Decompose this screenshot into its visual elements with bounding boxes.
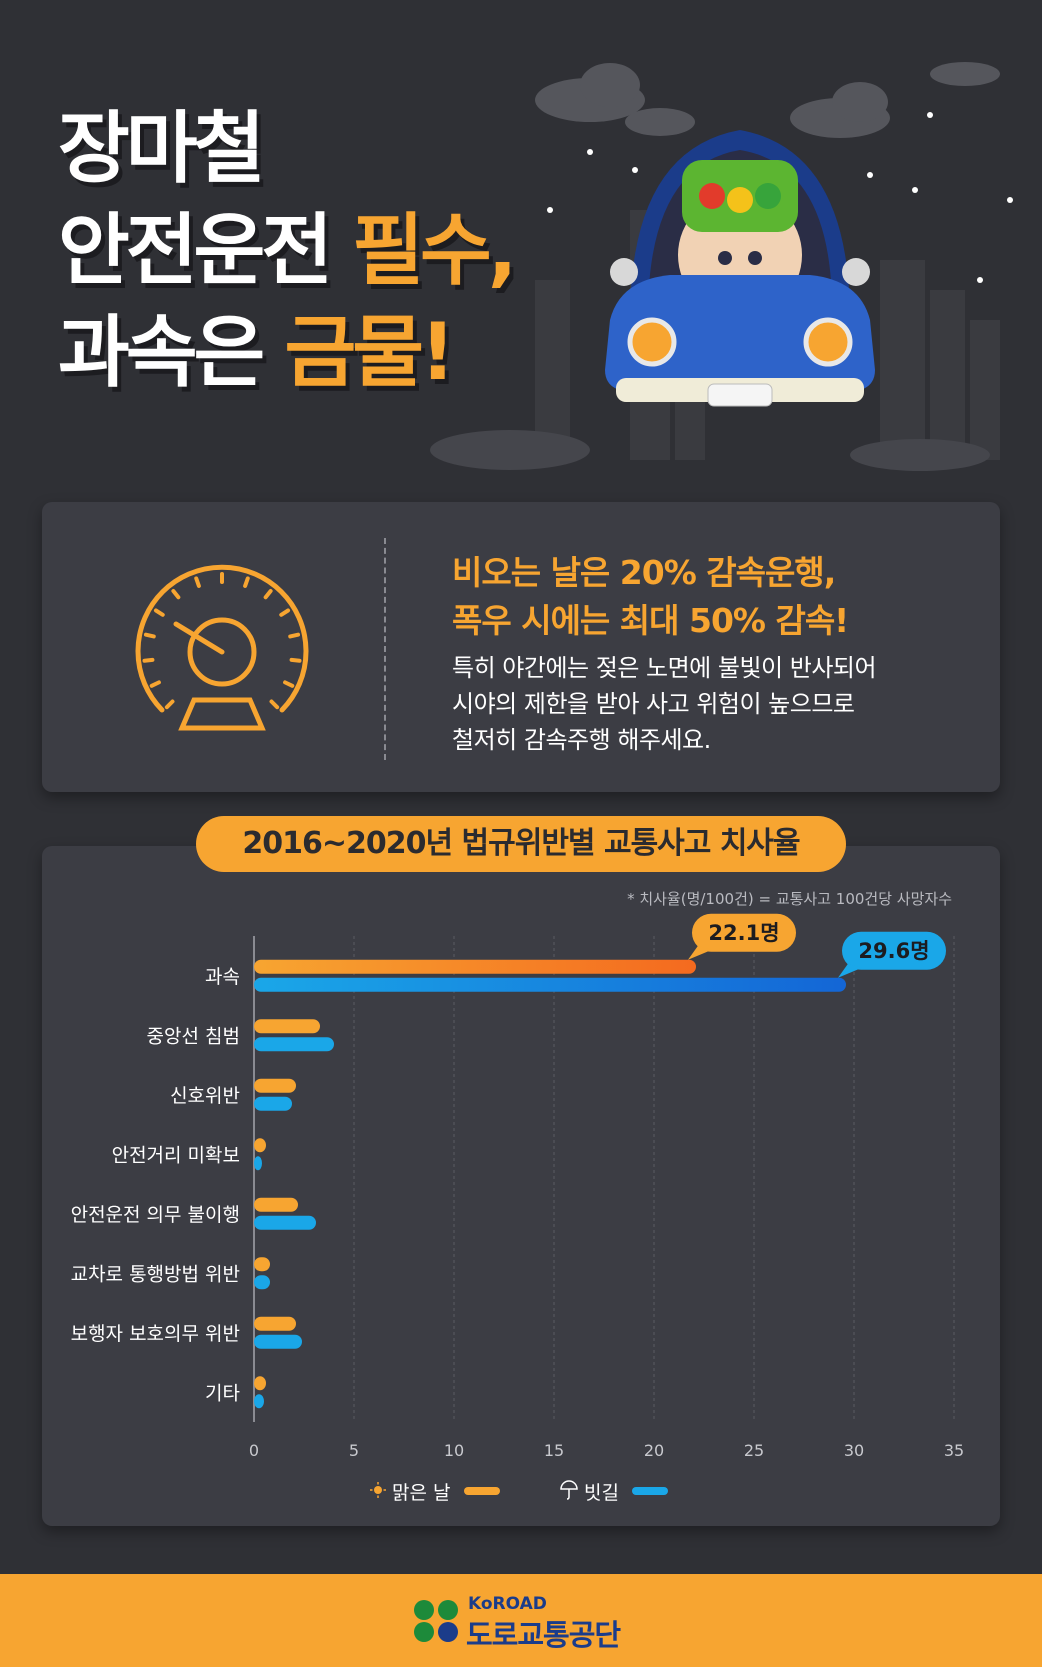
brand-ko: 도로교통공단 bbox=[466, 1618, 621, 1652]
x-tick-label: 0 bbox=[249, 1441, 259, 1460]
data-label-pointer bbox=[688, 945, 712, 960]
speedometer-tick bbox=[283, 680, 295, 688]
brand-en: KoROAD bbox=[468, 1594, 547, 1614]
info-headline-2: 폭우 시에는 최대 50% 감속! bbox=[452, 601, 849, 640]
info-body-1: 특히 야간에는 젖은 노면에 불빛이 반사되어 bbox=[452, 654, 877, 682]
category-label: 보행자 보호의무 위반 bbox=[71, 1323, 240, 1345]
title-line-2: 안전운전 필수, bbox=[58, 212, 517, 290]
bar-rainy bbox=[254, 977, 846, 992]
data-label-bubble bbox=[692, 913, 796, 952]
x-tick-label: 30 bbox=[844, 1441, 864, 1460]
legend-rainy-swatch bbox=[632, 1487, 668, 1495]
bar-rainy bbox=[254, 1037, 334, 1052]
speedometer-tick bbox=[263, 589, 273, 600]
bar-sunny bbox=[254, 1019, 320, 1034]
umbrella-icon bbox=[560, 1480, 578, 1500]
speedometer-tick bbox=[149, 680, 161, 688]
data-label: 29.6명 bbox=[858, 939, 929, 963]
speedometer-tick bbox=[153, 608, 165, 617]
chart-title: 2016~2020년 법규위반별 교통사고 치사율 bbox=[196, 816, 846, 872]
bar-sunny bbox=[254, 1257, 270, 1272]
bar-sunny bbox=[254, 1316, 296, 1331]
title-line-3-white: 과속은 bbox=[58, 308, 285, 398]
info-card: 비오는 날은 20% 감속운행, 폭우 시에는 최대 50% 감속! 특히 야간… bbox=[42, 502, 1000, 792]
category-label: 안전운전 의무 불이행 bbox=[71, 1204, 240, 1226]
bar-sunny bbox=[254, 1376, 266, 1391]
speedometer-tick bbox=[269, 699, 280, 710]
x-tick-label: 20 bbox=[644, 1441, 664, 1460]
category-label: 신호위반 bbox=[170, 1085, 240, 1107]
category-label: 기타 bbox=[205, 1382, 240, 1404]
category-label: 과속 bbox=[205, 966, 240, 988]
chart-card bbox=[42, 846, 1000, 1526]
speedometer-tick bbox=[289, 657, 302, 663]
speedometer-icon bbox=[135, 564, 309, 731]
bar-rainy bbox=[254, 1156, 262, 1171]
legend: 맑은 날 빗길 bbox=[370, 1476, 670, 1506]
x-tick-label: 5 bbox=[349, 1441, 359, 1460]
sun-icon bbox=[370, 1482, 386, 1498]
title-line-3: 과속은 금물! bbox=[58, 314, 456, 392]
title-line-2-white: 안전운전 bbox=[58, 206, 353, 296]
koroad-logo-icon bbox=[414, 1600, 458, 1642]
title-line-1: 장마철 bbox=[58, 104, 265, 194]
bar-sunny bbox=[254, 1138, 266, 1153]
puddle bbox=[850, 439, 990, 471]
legend-rainy-label: 빗길 bbox=[584, 1482, 619, 1504]
speedometer-tick bbox=[288, 632, 301, 639]
speedometer-tick bbox=[279, 608, 291, 617]
data-label-bubble bbox=[842, 931, 946, 970]
bar-rainy bbox=[254, 1096, 292, 1111]
chart-note: * 치사율(명/100건) = 교통사고 100건당 사망자수 bbox=[627, 890, 952, 908]
bar-rainy bbox=[254, 1215, 316, 1230]
speedometer-tick bbox=[142, 657, 155, 663]
cloud-icon bbox=[535, 62, 1000, 138]
legend-sunny-swatch bbox=[464, 1487, 500, 1495]
title-line-3-accent: 금물! bbox=[284, 308, 455, 398]
bar-sunny bbox=[254, 959, 696, 974]
data-label-pointer bbox=[838, 963, 862, 978]
info-body-2: 시야의 제한을 받아 사고 위험이 높으므로 bbox=[452, 690, 855, 718]
footer: KoROAD 도로교통공단 bbox=[0, 1574, 1042, 1667]
info-headline-1: 비오는 날은 20% 감속운행, bbox=[452, 553, 836, 592]
x-tick-label: 35 bbox=[944, 1441, 964, 1460]
category-label: 교차로 통행방법 위반 bbox=[71, 1263, 240, 1285]
x-tick-label: 15 bbox=[544, 1441, 564, 1460]
rain-car-illustration bbox=[430, 62, 1013, 471]
bar-rainy bbox=[254, 1334, 302, 1349]
x-tick-label: 10 bbox=[444, 1441, 464, 1460]
title-line-2-accent: 필수, bbox=[352, 206, 517, 296]
data-label: 22.1명 bbox=[708, 921, 779, 945]
card-divider bbox=[384, 538, 386, 760]
speedometer-tick bbox=[243, 576, 250, 588]
info-body-3: 철저히 감속주행 해주세요. bbox=[452, 726, 711, 754]
car-icon bbox=[605, 130, 875, 407]
bar-rainy bbox=[254, 1394, 264, 1409]
category-label: 안전거리 미확보 bbox=[112, 1144, 240, 1166]
bar-sunny bbox=[254, 1197, 298, 1212]
speedometer-tick bbox=[171, 589, 181, 600]
x-tick-label: 25 bbox=[744, 1441, 764, 1460]
speedometer-tick bbox=[143, 632, 156, 639]
speedometer-tick bbox=[194, 576, 201, 588]
category-label: 중앙선 침범 bbox=[147, 1025, 240, 1047]
speedometer-tick bbox=[164, 699, 175, 710]
bar-sunny bbox=[254, 1078, 296, 1093]
puddle bbox=[430, 430, 590, 470]
bar-rainy bbox=[254, 1275, 270, 1290]
legend-sunny-label: 맑은 날 bbox=[392, 1482, 451, 1504]
